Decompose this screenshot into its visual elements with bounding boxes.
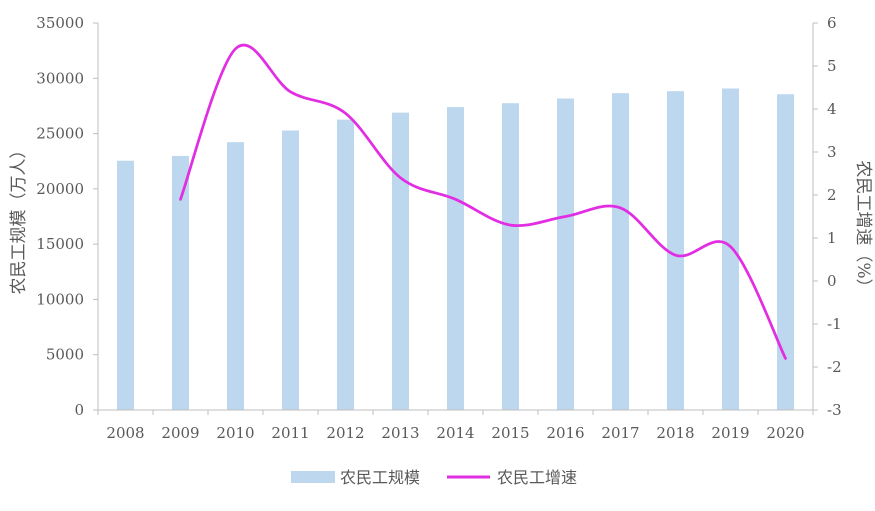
bar-2011 (282, 130, 299, 410)
x-tick-label: 2017 (601, 424, 639, 442)
bar-2015 (502, 103, 519, 411)
legend-bar-label: 农民工规模 (340, 468, 420, 487)
right-tick-label: -2 (827, 358, 842, 376)
bar-2013 (392, 112, 409, 410)
legend: 农民工规模 农民工增速 (291, 468, 577, 487)
right-tick-label: 2 (827, 186, 837, 204)
left-tick-label: 35000 (36, 14, 84, 32)
bar-2009 (172, 155, 189, 410)
right-tick-label: 1 (827, 229, 837, 247)
bar-2010 (227, 142, 244, 410)
legend-line-label: 农民工增速 (497, 468, 577, 487)
bars-layer (117, 88, 794, 411)
left-axis-title: 农民工规模（万人） (9, 142, 29, 295)
growth-rate-line (179, 43, 787, 360)
left-tick-label: 15000 (36, 235, 84, 253)
x-tick-label: 2015 (491, 424, 529, 442)
right-tick-label: 3 (827, 143, 837, 161)
bar-2019 (722, 88, 739, 410)
x-tick-label: 2012 (326, 424, 364, 442)
right-tick-label: -1 (827, 315, 842, 333)
x-tick-label: 2008 (106, 424, 144, 442)
bar-2018 (667, 91, 684, 411)
left-tick-label: 0 (74, 401, 84, 419)
right-tick-label: 6 (827, 14, 837, 32)
x-tick-label: 2013 (381, 424, 419, 442)
bar-2016 (557, 98, 574, 411)
bar-2020 (777, 94, 794, 410)
right-tick-label: 4 (827, 100, 837, 118)
left-tick-label: 30000 (36, 69, 84, 87)
axes-layer (93, 22, 818, 415)
bar-2017 (612, 93, 629, 411)
labels-layer: 0 5000 10000 15000 20000 25000 30000 35000 -3 -2 -… (36, 14, 841, 442)
x-tick-label: 2018 (656, 424, 694, 442)
x-tick-label: 2019 (711, 424, 749, 442)
bar-2008 (117, 160, 134, 410)
x-tick-label: 2010 (216, 424, 254, 442)
x-tick-label: 2014 (436, 424, 474, 442)
line-layer (179, 43, 787, 360)
legend-bar-swatch (291, 471, 335, 483)
x-tick-label: 2009 (161, 424, 199, 442)
right-tick-label: 0 (827, 272, 837, 290)
x-tick-label: 2011 (271, 424, 309, 442)
x-tick-label: 2020 (766, 424, 804, 442)
right-tick-label: -3 (827, 401, 842, 419)
left-tick-label: 20000 (36, 180, 84, 198)
left-tick-label: 10000 (36, 290, 84, 308)
bar-2014 (447, 107, 464, 410)
bar-2012 (337, 119, 354, 411)
left-tick-label: 5000 (46, 346, 84, 364)
right-tick-label: 5 (827, 57, 837, 75)
x-tick-label: 2016 (546, 424, 584, 442)
left-tick-label: 25000 (36, 125, 84, 143)
right-axis-title: 农民工增速（%） (853, 160, 873, 295)
